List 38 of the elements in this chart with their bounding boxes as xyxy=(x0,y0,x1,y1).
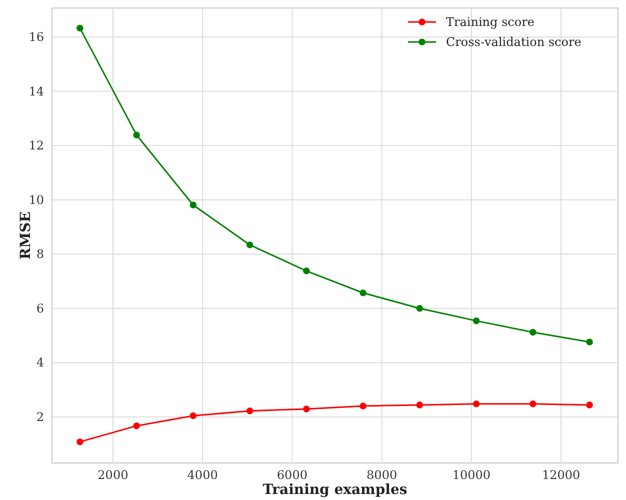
point xyxy=(416,402,424,408)
y-tick-label: 10 xyxy=(28,192,44,207)
x-tick-label: 12000 xyxy=(542,468,580,482)
point xyxy=(76,24,84,32)
y-tick-label: 2 xyxy=(36,410,44,424)
point xyxy=(472,317,480,324)
x-axis-title: Training examples xyxy=(262,482,408,498)
point xyxy=(530,400,536,408)
x-tick-label: 10000 xyxy=(452,468,491,482)
point xyxy=(586,402,593,408)
y-tick-label: 4 xyxy=(36,356,44,370)
point xyxy=(246,241,254,248)
point xyxy=(303,406,310,412)
point xyxy=(530,328,536,336)
legend-label: Cross-validation score xyxy=(446,35,582,49)
y-tick-label: 14 xyxy=(28,84,44,98)
point xyxy=(303,268,310,274)
x-tick-label: 8000 xyxy=(366,468,398,482)
point xyxy=(360,290,366,296)
y-axis-title: RMSE xyxy=(18,212,34,260)
x-tick-label: 6000 xyxy=(276,468,308,482)
x-tick-label: 4000 xyxy=(187,468,218,482)
y-tick-label: 8 xyxy=(36,247,44,262)
point xyxy=(133,422,140,430)
y-tick-label: 16 xyxy=(28,30,44,44)
point xyxy=(133,132,140,138)
point xyxy=(416,304,424,312)
point xyxy=(190,202,197,208)
legend-label: Training score xyxy=(446,15,534,29)
point xyxy=(360,402,366,410)
y-tick-label: 6 xyxy=(36,301,44,316)
x-tick-label: 2000 xyxy=(98,468,128,482)
y-tick-label: 12 xyxy=(28,138,44,153)
point xyxy=(586,338,593,346)
point xyxy=(246,408,254,414)
point xyxy=(472,400,480,408)
point xyxy=(190,412,197,420)
point xyxy=(76,438,84,446)
